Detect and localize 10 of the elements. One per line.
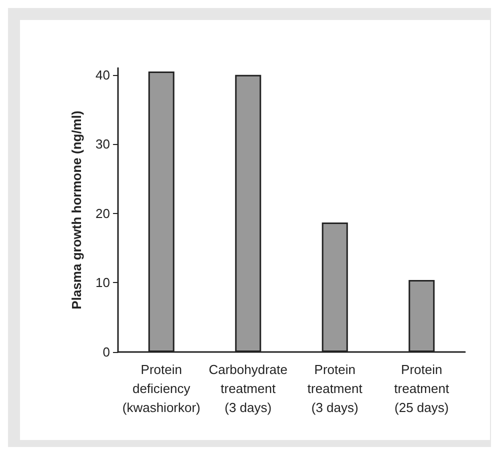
- x-tick-label: Carbohydrate treatment (3 days): [208, 362, 288, 415]
- y-axis-title: Plasma growth hormone (ng/ml): [69, 110, 84, 310]
- x-tick-label: Protein treatment (3 days): [307, 362, 363, 415]
- y-tick-label: 0: [102, 344, 110, 360]
- x-tick-label: Protein deficiency (kwashiorkor): [122, 362, 200, 415]
- y-tick-label: 40: [96, 67, 110, 82]
- y-tick-label: 10: [96, 275, 110, 290]
- x-tick-label: Protein treatment (25 days): [394, 362, 450, 415]
- y-tick-label: 20: [96, 206, 110, 221]
- y-tick-label: 30: [96, 136, 110, 152]
